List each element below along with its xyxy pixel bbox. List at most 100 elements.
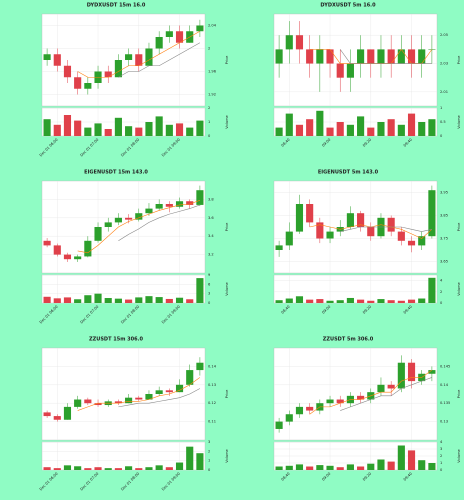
candle-body — [357, 395, 365, 400]
volume-bar — [94, 123, 102, 136]
volume-bar — [186, 127, 194, 136]
y-tick-label: 0.145 — [440, 364, 450, 368]
volume-tick-label: 4 — [440, 279, 443, 283]
candle-body — [306, 49, 314, 64]
volume-tick-label: 4 — [440, 440, 443, 444]
volume-bar — [387, 119, 395, 136]
candle-body — [155, 390, 163, 394]
volume-bar — [84, 295, 92, 303]
y-tick-label: 1.96 — [208, 70, 217, 74]
volume-bar — [367, 463, 375, 470]
candle-body — [43, 412, 51, 417]
y-axis-label: Price — [225, 389, 229, 399]
chart-panel: DYDXUSDT 5m 16.0 2.01 2.03 2.05 0 0.5 1 08:40 09… — [273, 3, 461, 148]
y-tick-label: 3.8 — [208, 197, 214, 201]
volume-bar — [104, 129, 112, 136]
candle-body — [387, 217, 395, 232]
candle-body — [346, 213, 354, 227]
moving-average-line — [118, 204, 201, 242]
candle-body — [186, 370, 194, 385]
volume-bar — [377, 459, 385, 470]
candle-body — [196, 190, 204, 205]
volume-tick-label: 0 — [208, 301, 211, 305]
volume-bar — [145, 296, 153, 303]
volume-bar — [43, 296, 51, 303]
chart-panel: ZZUSDT 15m 306.00.110.120.130.140123Dec … — [39, 337, 229, 492]
volume-bar — [316, 299, 324, 303]
y-tick-label: 0.14 — [208, 364, 217, 368]
volume-bar — [295, 296, 304, 303]
volume-tick-label: 3 — [208, 440, 210, 444]
candle-body — [94, 403, 102, 406]
volume-bar — [165, 467, 173, 470]
volume-bar — [175, 123, 184, 136]
volume-bar — [53, 124, 61, 136]
volume-axis-label: Volume — [457, 449, 461, 463]
candle-body — [53, 416, 61, 420]
volume-bar — [367, 300, 375, 303]
x-tick-label: 09:40 — [403, 304, 414, 315]
volume-bar — [418, 122, 426, 136]
y-tick-label: 2 — [208, 47, 210, 51]
volume-bar — [186, 299, 194, 303]
volume-bar — [53, 468, 61, 470]
volume-bar — [326, 127, 334, 136]
candle-body — [387, 49, 395, 64]
candle-body — [295, 35, 304, 50]
moving-average-line — [339, 49, 432, 64]
volume-tick-label: 0 — [208, 468, 211, 472]
volume-bar — [397, 124, 405, 136]
volume-bar — [428, 119, 436, 136]
chart-title: EIGENUSDT 5m 143.0 — [318, 170, 379, 176]
candle-body — [316, 222, 324, 239]
volume-bar — [84, 127, 92, 136]
x-tick-label: 09:00 — [321, 471, 332, 482]
y-axis-label: Price — [225, 55, 229, 65]
y-tick-label: 2.01 — [440, 90, 448, 94]
moving-average-line — [77, 200, 201, 254]
candle-body — [285, 35, 293, 50]
volume-axis-label: Volume — [225, 115, 229, 129]
candle-body — [63, 65, 72, 78]
candle-body — [114, 60, 122, 78]
volume-bar — [145, 467, 153, 470]
volume-bar — [53, 298, 61, 303]
x-tick-label: 09:00 — [321, 137, 332, 148]
volume-bar — [94, 293, 102, 303]
volume-tick-label: 0 — [440, 468, 443, 472]
chart-title: DYDXUSDT 5m 16.0 — [320, 3, 376, 9]
volume-bar — [357, 116, 365, 136]
candle-body — [306, 406, 314, 411]
moving-average-line — [118, 388, 201, 408]
volume-bar — [104, 298, 112, 303]
y-tick-label: 2.05 — [440, 33, 448, 37]
volume-bar — [114, 468, 122, 470]
candle-body — [186, 201, 194, 205]
candle-body — [43, 240, 51, 246]
volume-bar — [196, 453, 204, 470]
volume-bar — [377, 299, 385, 303]
candle-body — [407, 362, 416, 382]
candle-body — [275, 49, 283, 64]
volume-bar — [387, 461, 395, 470]
y-tick-label: 3.65 — [440, 260, 448, 264]
moving-average-line — [118, 42, 201, 78]
volume-bar — [74, 466, 82, 470]
y-tick-label: 0.11 — [208, 420, 216, 424]
x-tick-label: 08:40 — [281, 137, 292, 148]
moving-average-line — [340, 377, 433, 411]
candle-body — [145, 394, 153, 400]
candle-body — [104, 71, 112, 78]
candle-body — [275, 245, 283, 250]
volume-bar — [346, 297, 354, 303]
candle-body — [418, 49, 426, 64]
candle-body — [407, 49, 416, 64]
volume-bar — [285, 298, 293, 303]
candle-body — [125, 54, 133, 60]
volume-tick-label: 2 — [208, 106, 210, 110]
candle-body — [397, 231, 405, 241]
volume-bar — [94, 467, 102, 470]
volume-tick-label: 9 — [208, 273, 211, 277]
candle-body — [175, 31, 184, 43]
